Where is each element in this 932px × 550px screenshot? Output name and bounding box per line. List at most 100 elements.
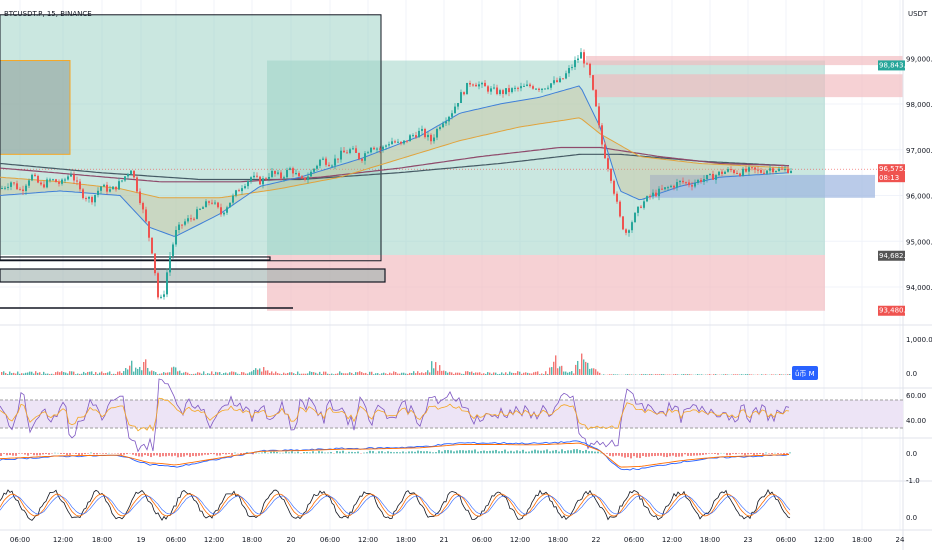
volume-bar (305, 373, 307, 375)
volume-bar (563, 371, 565, 375)
time-tick-label: 23 (744, 536, 753, 544)
candle (67, 176, 69, 180)
volume-bar (65, 372, 67, 375)
macd-histogram-bar (492, 450, 494, 454)
candle (259, 176, 261, 185)
volume-bar (521, 373, 523, 375)
candle (586, 63, 588, 65)
volume-bar (39, 372, 41, 375)
volume-bar (453, 373, 455, 375)
candle (637, 206, 639, 213)
candle (511, 88, 513, 93)
volume-bar (219, 372, 221, 375)
candle (262, 178, 264, 185)
time-axis[interactable]: 06:00 12:00 18:00 19 06:00 12:00 18:00 20 06:00 1… (10, 536, 905, 544)
macd-histogram-bar (561, 449, 563, 454)
macd-histogram-bar (138, 453, 140, 457)
volume-bar (463, 373, 465, 375)
macd-histogram-bar (447, 450, 449, 454)
macd-histogram-bar (198, 453, 200, 456)
price-axis[interactable]: 98,000.0 97,000.0 96,000.0 95,000.0 94,000.0… (878, 55, 932, 316)
currency-label[interactable]: USDT (908, 10, 928, 18)
rsi-tick-label: 60.00 (906, 392, 926, 400)
zone-red (586, 55, 903, 66)
macd-histogram-bar (786, 453, 788, 455)
candle (685, 182, 687, 184)
time-tick-label: 21 (440, 536, 449, 544)
candle (481, 82, 483, 85)
macd-histogram-bar (162, 453, 164, 457)
volume-bar (321, 373, 323, 375)
volume-bar (15, 373, 17, 375)
time-tick-label: 18:00 (548, 536, 568, 544)
volume-bar (599, 372, 601, 375)
volume-bar (25, 372, 27, 375)
candle (172, 244, 174, 256)
volume-bar (587, 362, 589, 375)
volume-bar (641, 374, 643, 375)
volume-bar (787, 374, 789, 375)
candle (757, 169, 759, 171)
macd-histogram-bar (327, 452, 329, 454)
candle (484, 82, 486, 87)
candle (646, 196, 648, 202)
price-tick-label: 96,000.0 (906, 193, 932, 201)
volume-bar (77, 373, 79, 375)
volume-bar (771, 374, 773, 375)
ema-fast-line (0, 85, 790, 237)
volume-bar (745, 374, 747, 375)
macd-histogram-bar (168, 453, 170, 456)
macd-histogram-bar (591, 451, 593, 454)
macd-histogram-bar (45, 453, 47, 455)
macd-histogram-bar (780, 453, 782, 454)
candle (373, 147, 375, 150)
zone-outline (0, 14, 382, 262)
volume-bar (135, 367, 137, 375)
rsi-band (0, 400, 903, 428)
volume-bar (45, 373, 47, 375)
rsi-tick-label: 40.00 (906, 417, 926, 425)
candle (100, 186, 102, 191)
volume-bar (189, 373, 191, 375)
price-tick-label: 95,000.0 (906, 238, 932, 246)
stoch-signal-line (0, 495, 791, 515)
candle (73, 174, 75, 181)
macd-histogram-bar (471, 450, 473, 454)
volume-bar (229, 372, 231, 375)
volume-bar (591, 368, 593, 375)
macd-histogram-bar (744, 453, 746, 456)
volume-bar (31, 371, 33, 375)
volume-bar (223, 373, 225, 375)
candle (403, 140, 405, 144)
candle (430, 134, 432, 142)
volume-bar (311, 371, 313, 375)
macd-histogram-bar (312, 451, 314, 454)
volume-bar (137, 368, 139, 375)
macd-histogram-bar (357, 451, 359, 454)
volume-bar (407, 373, 409, 375)
time-tick-label: 12:00 (662, 536, 682, 544)
volume-bar (351, 372, 353, 375)
macd-histogram-bar (336, 450, 338, 454)
volume-bar (435, 362, 437, 375)
candle (241, 188, 243, 192)
volume-bar (625, 374, 627, 375)
candle (40, 182, 42, 185)
candle (766, 170, 768, 174)
volume-bar (29, 371, 31, 375)
macd-histogram-bar (27, 453, 29, 456)
macd-histogram-bar (420, 451, 422, 454)
volume-bar (613, 374, 615, 375)
volume-bar (263, 367, 265, 375)
volume-bar (267, 370, 269, 375)
volume-bar (169, 372, 171, 375)
volume-bar (543, 374, 545, 375)
macd-histogram-bar (630, 453, 632, 459)
macd-histogram-bar (87, 453, 89, 454)
macd-histogram-bar (117, 453, 119, 454)
macd-histogram-bar (264, 451, 266, 454)
volume-bar (299, 373, 301, 375)
macd-histogram-bar (231, 453, 233, 456)
volume-bar (403, 372, 405, 375)
